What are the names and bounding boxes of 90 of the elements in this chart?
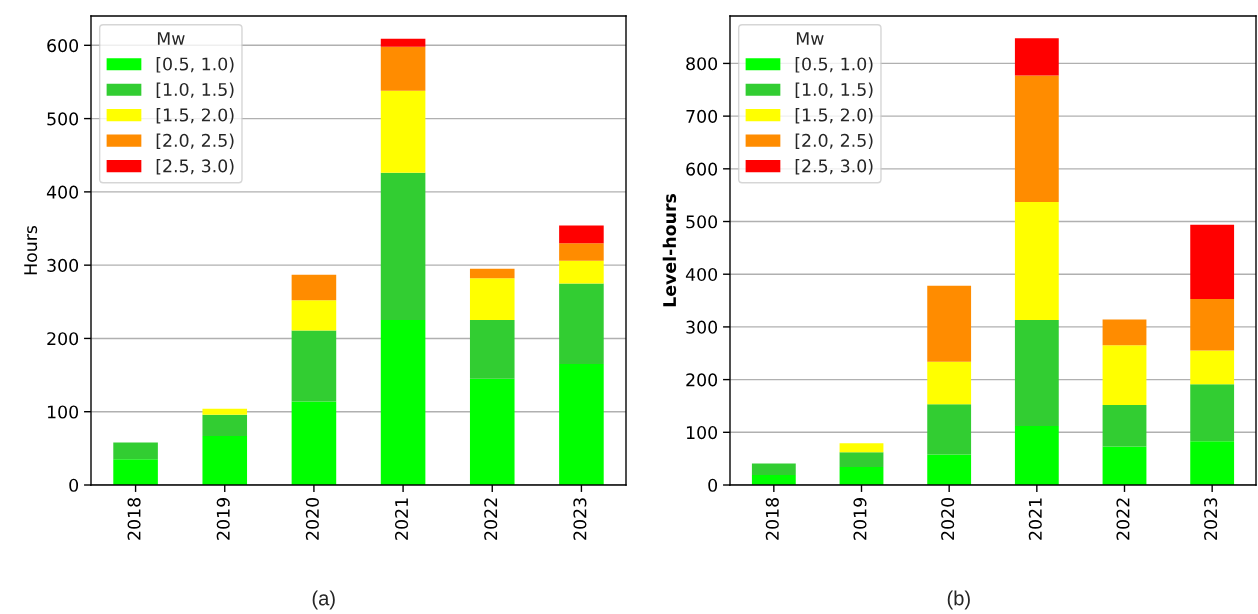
bar bbox=[751, 463, 796, 475]
bar bbox=[1014, 425, 1059, 485]
bar bbox=[559, 260, 604, 284]
y-tick-label: 800 bbox=[686, 57, 718, 71]
y-tick-label: 700 bbox=[686, 109, 718, 123]
bar bbox=[291, 300, 337, 331]
bar bbox=[559, 225, 604, 244]
bar bbox=[1014, 38, 1059, 76]
bar bbox=[1102, 319, 1147, 346]
bar bbox=[1190, 350, 1235, 385]
x-tick-label: 2020 bbox=[941, 497, 955, 540]
bar bbox=[1014, 202, 1059, 321]
y-tick-label: 500 bbox=[47, 112, 79, 126]
y-tick-label: 0 bbox=[708, 478, 718, 492]
y-tick-label: 400 bbox=[685, 267, 718, 282]
y-tick-label: 600 bbox=[47, 39, 79, 53]
y-tick-label: 100 bbox=[47, 405, 79, 419]
bar bbox=[469, 320, 515, 379]
y-tick-label: 400 bbox=[46, 185, 79, 199]
x-tick-label: 2023 bbox=[573, 498, 587, 540]
y-tick-label: 200 bbox=[686, 373, 718, 387]
bar bbox=[1102, 345, 1147, 405]
x-tick-label: 2023 bbox=[1204, 498, 1218, 540]
bar bbox=[927, 285, 972, 362]
x-tick-label: 2022 bbox=[1116, 498, 1130, 540]
x-tick-label: 2018 bbox=[127, 497, 141, 540]
x-tick-label: 2021 bbox=[1028, 498, 1042, 540]
bar bbox=[751, 474, 796, 485]
y-axis-title: Level-hours bbox=[662, 194, 677, 307]
legend-label: [1.5, 2.0) bbox=[156, 108, 234, 124]
y-tick-label: 0 bbox=[69, 478, 79, 492]
legend-label: [2.0, 2.5) bbox=[795, 133, 873, 150]
bar bbox=[380, 38, 426, 47]
text: (a) bbox=[312, 590, 335, 610]
text: (b) bbox=[947, 590, 970, 610]
bar bbox=[1190, 298, 1235, 351]
bar bbox=[839, 467, 884, 485]
x-tick-label: 2022 bbox=[484, 498, 498, 540]
bar bbox=[839, 443, 884, 453]
legend-label: [1.5, 2.0) bbox=[795, 108, 873, 124]
legend-label: [1.0, 1.5) bbox=[156, 82, 234, 99]
y-tick-label: 500 bbox=[686, 215, 718, 229]
y-tick-label: 100 bbox=[686, 426, 718, 440]
bar bbox=[380, 172, 426, 321]
legend-label: [1.0, 1.5) bbox=[795, 82, 873, 99]
bar bbox=[927, 361, 972, 405]
x-tick-label: 2019 bbox=[216, 498, 230, 540]
bar bbox=[1190, 384, 1235, 442]
bar bbox=[202, 435, 248, 485]
bar bbox=[469, 268, 515, 279]
bar bbox=[380, 90, 426, 173]
x-tick-label: 2018 bbox=[765, 497, 779, 540]
bar bbox=[1190, 224, 1235, 299]
bar bbox=[291, 401, 337, 485]
bar bbox=[559, 364, 604, 485]
bar bbox=[1014, 320, 1059, 426]
bar bbox=[202, 408, 248, 415]
bar bbox=[202, 414, 248, 436]
bar bbox=[469, 378, 515, 485]
bar bbox=[469, 278, 515, 321]
bar bbox=[1102, 446, 1147, 485]
x-tick-label: 2019 bbox=[853, 498, 867, 540]
y-tick-label: 600 bbox=[686, 162, 718, 176]
bar bbox=[113, 459, 158, 485]
legend-label: [2.5, 3.0) bbox=[795, 159, 873, 175]
bar bbox=[1190, 441, 1235, 485]
x-tick-label: 2021 bbox=[394, 498, 409, 540]
bar bbox=[559, 243, 604, 261]
bar bbox=[1102, 404, 1147, 447]
y-tick-label: 200 bbox=[47, 332, 79, 346]
bar bbox=[113, 442, 158, 460]
bar bbox=[291, 330, 337, 402]
bar bbox=[559, 283, 604, 365]
bar bbox=[927, 454, 972, 485]
legend-title: Mw bbox=[157, 32, 185, 45]
legend-label: [0.5, 1.0) bbox=[156, 57, 234, 73]
y-axis-title: Hours bbox=[24, 225, 38, 275]
legend-label: [0.5, 1.0) bbox=[795, 57, 873, 73]
y-tick-label: 300 bbox=[686, 320, 718, 334]
legend-label: [2.0, 2.5) bbox=[156, 133, 234, 150]
bar bbox=[839, 452, 884, 468]
y-tick-label: 300 bbox=[47, 258, 79, 272]
bar bbox=[380, 320, 426, 485]
x-tick-label: 2020 bbox=[305, 497, 319, 540]
bar bbox=[291, 274, 337, 301]
legend-title: Mw bbox=[796, 32, 824, 45]
bar bbox=[1014, 75, 1059, 203]
bar bbox=[927, 404, 972, 455]
legend-label: [2.5, 3.0) bbox=[156, 159, 234, 175]
bar bbox=[380, 46, 426, 91]
